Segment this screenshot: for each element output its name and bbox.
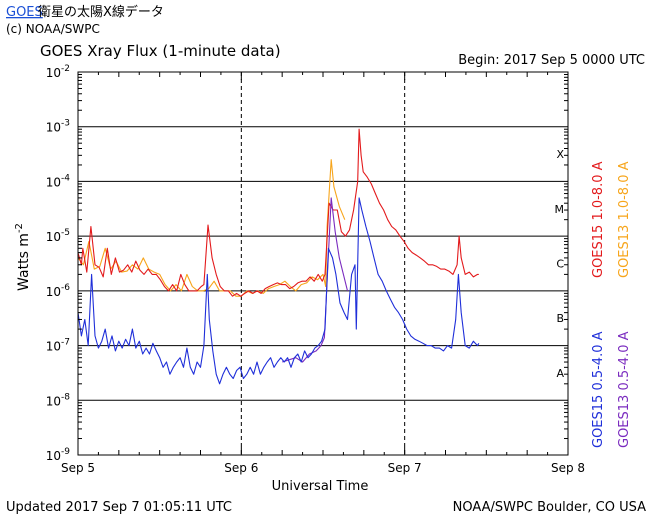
legend-layer: GOES15 1.0-8.0 A GOES13 1.0-8.0 A GOES15 0… — [591, 161, 632, 448]
y-tick-base: 10 — [46, 175, 61, 189]
x-axis-title: Universal Time — [272, 479, 369, 494]
y-tick-label: 10-7 — [46, 338, 70, 354]
legend-entry: GOES15 0.5-4.0 A — [591, 331, 606, 448]
header-site-rest: 衛星の太陽X線データ — [38, 4, 164, 20]
y-tick-label: 10-2 — [46, 64, 70, 80]
y-tick-label: 10-5 — [46, 228, 70, 244]
x-tick-label: Sep 5 — [61, 461, 95, 475]
y-tick-label: 10-6 — [46, 283, 71, 299]
x-tick-label: Sep 8 — [551, 461, 585, 475]
series-line — [77, 128, 479, 297]
y-axis-title-sup: -2 — [14, 223, 25, 233]
y-tick-label: 10-8 — [46, 392, 71, 408]
chart-title: GOES Xray Flux (1-minute data) — [40, 42, 281, 60]
y-tick-exponent: -4 — [61, 173, 70, 183]
y-tick-base: 10 — [46, 66, 61, 80]
series-line — [282, 197, 349, 363]
flare-class-label: B — [556, 312, 564, 325]
y-tick-exponent: -5 — [61, 228, 70, 238]
y-tick-base: 10 — [46, 121, 61, 135]
y-tick-exponent: -9 — [61, 447, 70, 457]
plot-frame — [77, 71, 569, 456]
y-tick-base: 10 — [46, 340, 61, 354]
y-tick-base: 10 — [46, 230, 61, 244]
y-axis-title: Watts m-2 — [14, 223, 32, 291]
y-tick-exponent: -2 — [61, 64, 70, 74]
x-tick-label: Sep 7 — [388, 461, 422, 475]
legend-entry: GOES15 1.0-8.0 A — [591, 161, 606, 278]
header-copyright: (c) NOAA/SWPC — [6, 22, 100, 36]
flare-class-label: C — [556, 258, 564, 271]
y-tick-base: 10 — [46, 285, 61, 299]
svg-text:Watts m-2: Watts m-2 — [14, 223, 32, 291]
y-axis-title-text: Watts m — [16, 233, 32, 291]
y-tick-label: 10-4 — [46, 173, 71, 189]
y-tick-label: 10-9 — [46, 447, 71, 463]
flare-class-label: X — [556, 148, 564, 161]
footer-credit: NOAA/SWPC Boulder, CO USA — [453, 500, 646, 515]
series-layer — [77, 128, 480, 385]
x-tick-label: Sep 6 — [224, 461, 258, 475]
grid-layer — [78, 71, 568, 456]
y-tick-label: 10-3 — [46, 119, 70, 135]
y-tick-exponent: -8 — [61, 392, 70, 402]
flare-class-label: M — [555, 203, 565, 216]
y-tick-base: 10 — [46, 394, 61, 408]
y-tick-exponent: -3 — [61, 119, 70, 129]
series-line — [77, 197, 480, 385]
series-line — [77, 159, 346, 297]
y-tick-exponent: -6 — [61, 283, 70, 293]
legend-entry: GOES13 0.5-4.0 A — [617, 331, 632, 448]
y-tick-exponent: -7 — [61, 338, 70, 348]
flare-class-label: A — [556, 367, 564, 380]
header-site-link[interactable]: GOES — [6, 5, 43, 20]
footer-updated: Updated 2017 Sep 7 01:05:11 UTC — [6, 500, 232, 515]
legend-entry: GOES13 1.0-8.0 A — [617, 161, 632, 278]
begin-label: Begin: 2017 Sep 5 0000 UTC — [458, 53, 645, 68]
y-tick-base: 10 — [46, 449, 61, 463]
